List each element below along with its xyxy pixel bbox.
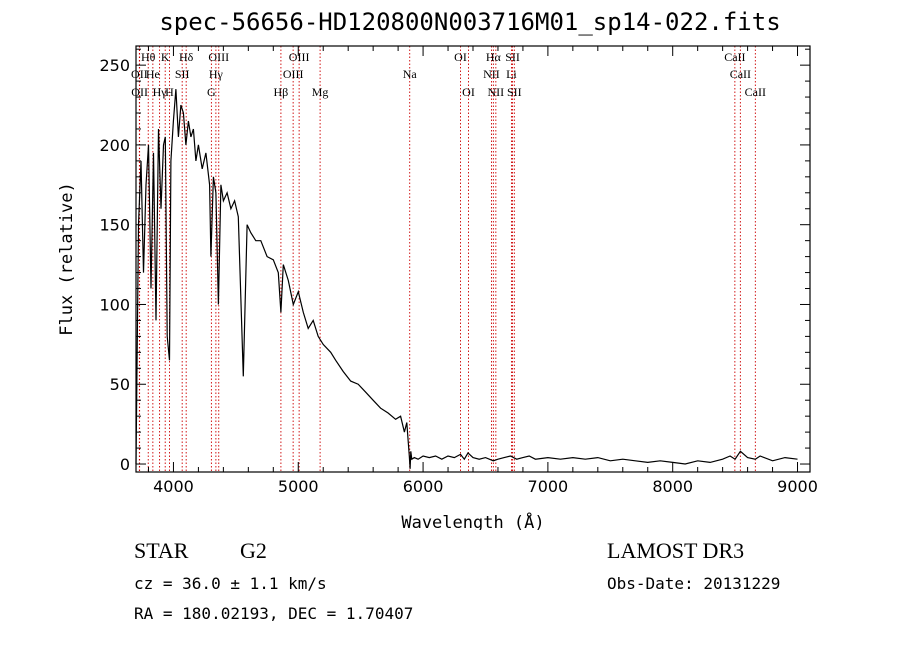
line-label: CaII: [730, 67, 751, 81]
object-class: STAR: [134, 538, 189, 563]
survey-name: LAMOST DR3: [607, 538, 745, 563]
line-label: OIII: [289, 50, 310, 64]
y-tick-label: 50: [110, 375, 130, 394]
x-axis: 4000 5000 6000 7000 8000 9000: [147, 46, 818, 496]
x-tick-label: 9000: [777, 477, 818, 496]
observation-date: Obs-Date: 20131229: [607, 574, 781, 593]
x-tick-label: 7000: [528, 477, 569, 496]
ra-dec-coordinates: RA = 180.02193, DEC = 1.70407: [134, 604, 414, 623]
line-label: H: [165, 85, 174, 99]
x-tick-label: 4000: [153, 477, 194, 496]
y-tick-label: 150: [99, 216, 130, 235]
y-tick-label: 100: [99, 295, 130, 314]
line-label: SII: [505, 50, 520, 64]
line-label: CaII: [724, 50, 745, 64]
line-label: NII: [488, 85, 505, 99]
line-label: Li: [506, 67, 517, 81]
x-tick-label: 8000: [652, 477, 693, 496]
line-label: OII: [131, 67, 148, 81]
line-label: OI: [462, 85, 475, 99]
y-tick-label: 200: [99, 136, 130, 155]
y-tick-label: 250: [99, 56, 130, 75]
redshift-velocity: cz = 36.0 ± 1.1 km/s: [134, 574, 327, 593]
line-label: G: [207, 85, 216, 99]
line-label: OI: [454, 50, 467, 64]
y-axis-label: Flux (relative): [57, 182, 77, 336]
line-label: Hγ: [209, 67, 224, 81]
spectrum-series-line: [135, 89, 798, 469]
line-label: Hδ: [179, 50, 194, 64]
line-label: Na: [403, 67, 418, 81]
line-label: OIII: [283, 67, 304, 81]
object-subclass: G2: [240, 538, 267, 563]
line-label: K: [161, 50, 170, 64]
line-label: Hα: [486, 50, 502, 64]
line-label: Mg: [312, 85, 329, 99]
x-tick-label: 6000: [403, 477, 444, 496]
line-label: SII: [175, 67, 190, 81]
line-label: Hγ: [153, 85, 168, 99]
line-markers: [138, 46, 756, 472]
line-label: He: [146, 67, 160, 81]
line-label: NII: [483, 67, 500, 81]
line-label: Hθ: [141, 50, 156, 64]
line-label: Hβ: [274, 85, 289, 99]
y-axis: 0 50 100 150 200 250: [99, 48, 810, 474]
y-tick-label: 0: [120, 455, 130, 474]
x-tick-label: 5000: [278, 477, 319, 496]
line-label: SII: [507, 85, 522, 99]
plot-frame: [135, 45, 811, 473]
line-label: OIII: [208, 50, 229, 64]
x-axis-label: Wavelength (Å): [401, 511, 544, 530]
line-label: CaII: [745, 85, 766, 99]
chart-title: spec-56656-HD120800N003716M01_sp14-022.f…: [159, 8, 781, 36]
